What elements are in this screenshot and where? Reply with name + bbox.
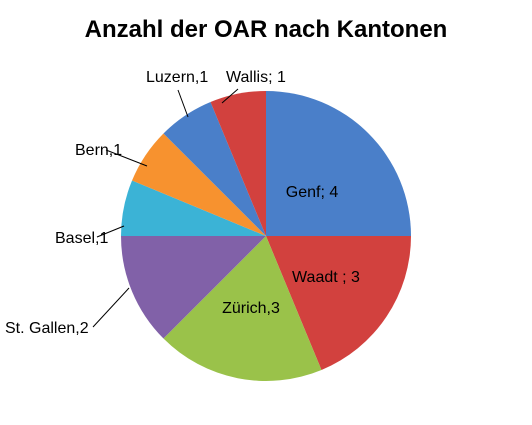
leader-line-wallis	[221, 88, 239, 104]
slice-label-bern: Bern,1	[75, 142, 122, 159]
slice-label-basel: Basel,1	[55, 230, 108, 247]
slice-label-st-gallen: St. Gallen,2	[5, 320, 89, 337]
leader-line-bern	[105, 149, 148, 167]
pie-slice-st-gallen	[121, 236, 266, 339]
slice-label-wallis: Wallis; 1	[226, 69, 286, 86]
slice-label-luzern: Luzern,1	[146, 69, 208, 86]
pie-slice-luzern	[163, 102, 266, 236]
pie-slice-waadt	[266, 236, 411, 370]
leader-line-basel	[96, 225, 125, 238]
labels-layer: Genf; 4 Waadt ; 3 Zürich,3 St. Gallen,2 Base…	[5, 69, 360, 337]
chart-title: Anzahl der OAR nach Kantonen	[84, 16, 448, 43]
leader-line-luzern	[177, 89, 189, 118]
pie-slice-basel	[121, 180, 266, 236]
pie-slice-bern	[132, 133, 266, 236]
leader-lines-layer	[92, 88, 239, 328]
slice-label-waadt: Waadt ; 3	[292, 269, 360, 286]
leader-line-st-gallen	[92, 287, 130, 328]
slice-label-genf: Genf; 4	[286, 184, 339, 201]
pie-slice-wallis	[210, 91, 266, 236]
slice-label-zurich: Zürich,3	[222, 300, 280, 317]
pie-slice-zurich	[163, 236, 322, 381]
pie-slice-genf	[266, 91, 411, 236]
slices-layer	[121, 91, 411, 381]
